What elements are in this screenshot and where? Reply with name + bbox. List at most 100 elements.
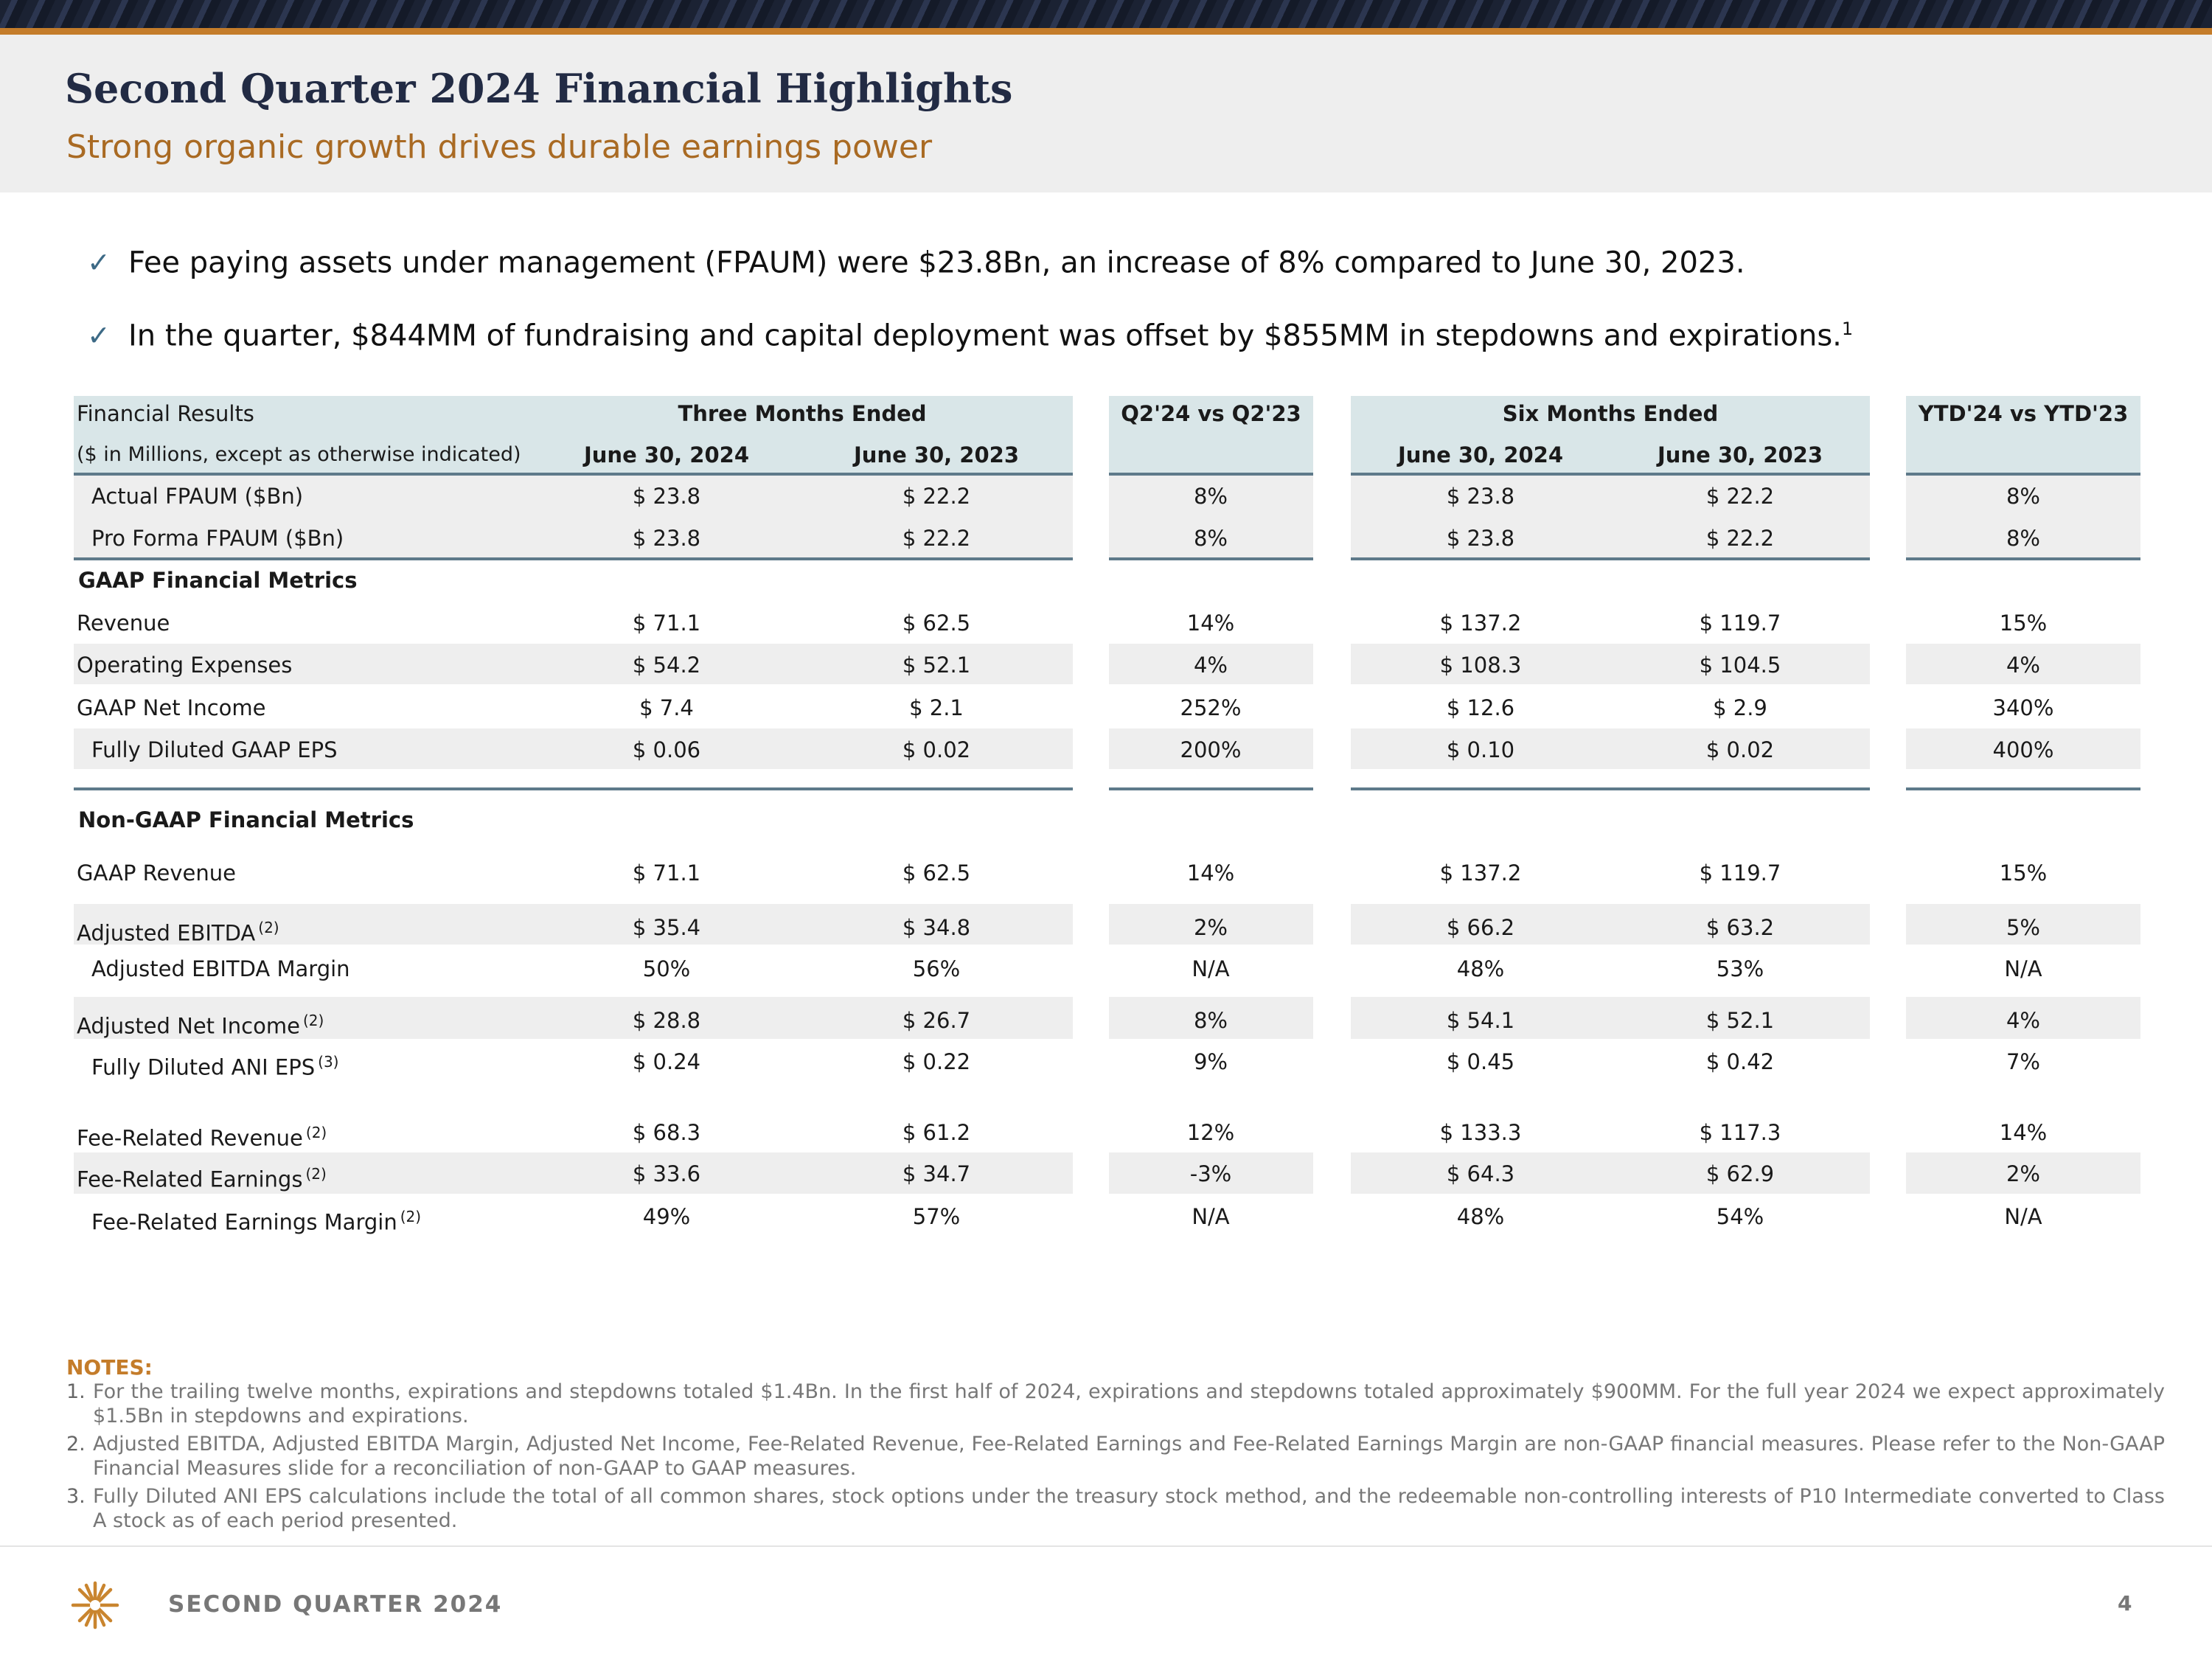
stripe-opex-six [1351,644,1870,684]
financial-results-table: Financial Results ($ in Millions, except… [74,396,2140,1235]
rule-gaap-ytd [1906,787,2140,790]
cell-fee-related-revenue-col5: $ 117.3 [1699,1120,1781,1145]
stripe-fre-q [1109,1152,1313,1194]
cell-gaap-eps-col5: $ 0.02 [1705,737,1775,762]
header-six-2024: June 30, 2024 [1397,442,1564,467]
row-label-adjusted-net-income: Adjusted Net Income (2) [77,1007,324,1040]
cell-fee-related-revenue-col4: $ 133.3 [1439,1120,1522,1145]
cell-fee-related-earnings-margin-col4: 48% [1456,1204,1505,1229]
stripe-ani-q [1109,997,1313,1039]
page-number: 4 [2118,1591,2132,1615]
page-title: Second Quarter 2024 Financial Highlights [65,65,1013,112]
cell-adjusted-net-income-col1: $ 28.8 [632,1008,701,1033]
rule-header-q [1109,473,1313,476]
header-three-months: Three Months Ended [678,401,927,426]
stripe-fre-left [74,1152,1073,1194]
cell-operating-expenses-col1: $ 54.2 [632,653,701,678]
row-label-gaap-eps: Fully Diluted GAAP EPS [91,737,338,763]
cell-gaap-eps-col3: 200% [1180,737,1242,762]
notes-heading: NOTES: [66,1355,153,1380]
row-label-text: Fee-Related Earnings [77,1166,303,1192]
row-label-text: Revenue [77,611,170,636]
stripe-opex-q [1109,644,1313,684]
cell-gaap-net-income-col6: 340% [1992,695,2054,720]
cell-gaap-net-income-col1: $ 7.4 [639,695,694,720]
row-label-text: Actual FPAUM ($Bn) [91,484,304,509]
stripe-fpaum-left [74,474,1073,559]
cell-gaap-net-income-col4: $ 12.6 [1446,695,1515,720]
cell-gaap-eps-col2: $ 0.02 [902,737,971,762]
section-non-gaap: Non-GAAP Financial Metrics [78,807,414,832]
footer-label: SECOND QUARTER 2024 [168,1591,503,1618]
stripe-fre-ytd [1906,1152,2140,1194]
row-label-pro-forma-fpaum: Pro Forma FPAUM ($Bn) [91,525,344,552]
cell-fee-related-revenue-col1: $ 68.3 [632,1120,701,1145]
cell-gaap-revenue-col2: $ 62.5 [902,860,971,886]
rule-fpaum-six [1351,557,1870,560]
checkmark-icon: ✓ [87,246,111,279]
row-label-text: Pro Forma FPAUM ($Bn) [91,526,344,551]
row-label-text: Operating Expenses [77,653,293,678]
row-label-gaap-revenue: GAAP Revenue [77,860,236,886]
cell-pro-forma-fpaum-col4: $ 23.8 [1446,526,1515,551]
cell-revenue-col2: $ 62.5 [902,611,971,636]
rule-fpaum-ytd [1906,557,2140,560]
cell-adjusted-net-income-col2: $ 26.7 [902,1008,971,1033]
cell-operating-expenses-col6: 4% [2006,653,2040,678]
header-six-months: Six Months Ended [1502,401,1719,426]
cell-revenue-col4: $ 137.2 [1439,611,1522,636]
cell-adjusted-ebitda-margin-col4: 48% [1456,956,1505,981]
page-subtitle: Strong organic growth drives durable ear… [66,128,933,166]
bullet-footnote: 1 [1841,319,1854,339]
row-label-fee-related-revenue: Fee-Related Revenue (2) [77,1119,327,1152]
footnote-ref: (2) [302,1012,324,1029]
cell-pro-forma-fpaum-col6: 8% [2006,526,2040,551]
rule-header-ytd [1906,473,2140,476]
cell-actual-fpaum-col5: $ 22.2 [1705,484,1775,509]
cell-fee-related-earnings-margin-col1: 49% [642,1204,691,1229]
header-three-2024: June 30, 2024 [583,442,750,467]
cell-revenue-col5: $ 119.7 [1699,611,1781,636]
cell-adjusted-ebitda-col5: $ 63.2 [1705,915,1775,940]
cell-revenue-col6: 15% [1999,611,2048,636]
cell-gaap-net-income-col5: $ 2.9 [1713,695,1767,720]
row-label-text: GAAP Revenue [77,860,236,886]
stripe-ebitda-ytd [1906,904,2140,945]
cell-adjusted-ebitda-col3: 2% [1193,915,1228,940]
cell-fee-related-earnings-margin-col5: 54% [1716,1204,1764,1229]
note-text: For the trailing twelve months, expirati… [93,1380,2165,1427]
cell-ani-eps-col1: $ 0.24 [632,1049,701,1074]
cell-gaap-revenue-col3: 14% [1186,860,1235,886]
stripe-fpaum-ytd [1906,474,2140,559]
cell-gaap-net-income-col2: $ 2.1 [909,695,964,720]
cell-fee-related-earnings-margin-col3: N/A [1192,1204,1230,1229]
cell-actual-fpaum-col6: 8% [2006,484,2040,509]
stripe-fre-six [1351,1152,1870,1194]
header-bg-q-vs [1109,396,1313,473]
row-label-actual-fpaum: Actual FPAUM ($Bn) [91,483,303,509]
cell-adjusted-net-income-col4: $ 54.1 [1446,1008,1515,1033]
stripe-eps-six [1351,728,1870,769]
rule-gaap-q [1109,787,1313,790]
stripe-fpaum-q [1109,474,1313,559]
cell-adjusted-ebitda-margin-col6: N/A [2004,956,2042,981]
cell-operating-expenses-col5: $ 104.5 [1699,653,1781,678]
stripe-ani-six [1351,997,1870,1039]
cell-ani-eps-col5: $ 0.42 [1705,1049,1775,1074]
cell-actual-fpaum-col1: $ 23.8 [632,484,701,509]
footnote-ref: (2) [305,1165,327,1183]
section-gaap: GAAP Financial Metrics [78,568,358,593]
rule-header-six [1351,473,1870,476]
cell-actual-fpaum-col4: $ 23.8 [1446,484,1515,509]
cell-operating-expenses-col3: 4% [1193,653,1228,678]
row-label-text: GAAP Net Income [77,695,266,720]
footnote-ref: (2) [400,1208,422,1225]
bullet-text: In the quarter, $844MM of fundraising an… [128,319,1842,353]
bullet-fundraising: ✓ In the quarter, $844MM of fundraising a… [87,319,1853,352]
cell-fee-related-earnings-margin-col6: N/A [2004,1204,2042,1229]
cell-pro-forma-fpaum-col5: $ 22.2 [1705,526,1775,551]
cell-ani-eps-col6: 7% [2006,1049,2040,1074]
cell-adjusted-net-income-col6: 4% [2006,1008,2040,1033]
cell-ani-eps-col3: 9% [1193,1049,1228,1074]
cell-adjusted-ebitda-margin-col1: 50% [642,956,691,981]
